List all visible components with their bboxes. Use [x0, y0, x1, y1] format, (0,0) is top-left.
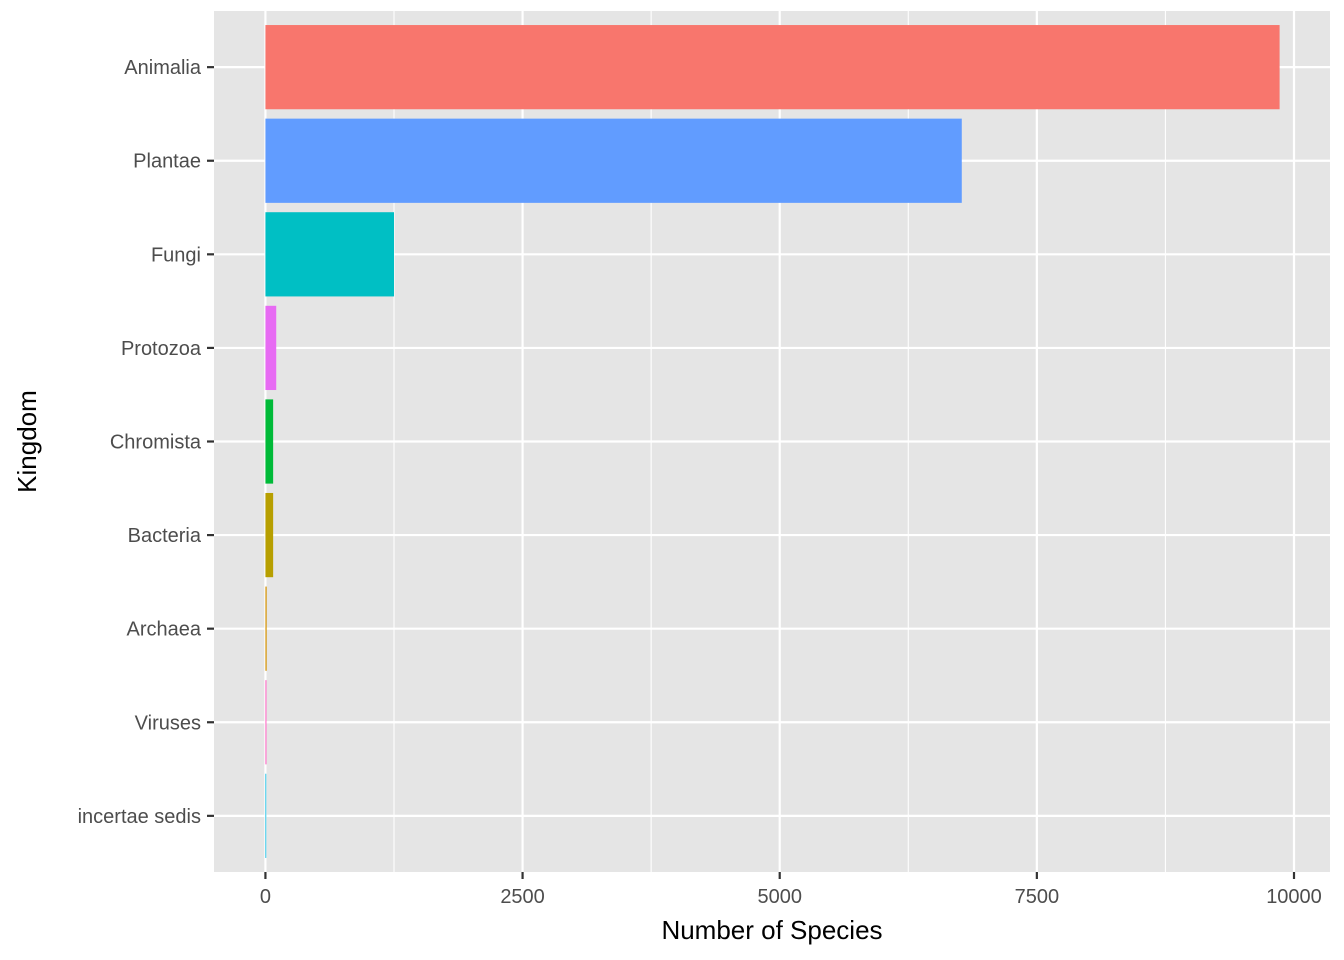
x-axis: 0 2500 5000 7500 10000 — [260, 872, 1322, 908]
bar-archaea — [265, 586, 267, 671]
bar-fungi — [265, 212, 394, 297]
bar-protozoa — [265, 305, 277, 391]
y-tick-label: Fungi — [151, 244, 201, 266]
y-tick-label: incertae sedis — [78, 806, 201, 828]
bar-bacteria — [265, 492, 274, 578]
bars — [265, 25, 1280, 858]
y-axis: Animalia Plantae Fungi Protozoa Chromista Bac… — [78, 57, 214, 828]
x-tick-label: 10000 — [1266, 886, 1322, 908]
y-tick-label: Animalia — [124, 57, 202, 79]
x-tick-label: 0 — [260, 886, 271, 908]
bar-viruses — [265, 680, 267, 765]
y-axis-title: Kingdom — [12, 390, 42, 493]
bar-incertae-sedis — [265, 773, 267, 858]
y-tick-label: Plantae — [133, 151, 201, 173]
bar-chromista — [265, 399, 274, 484]
y-tick-label: Viruses — [135, 712, 201, 734]
x-tick-label: 2500 — [500, 886, 545, 908]
bar-animalia — [265, 25, 1280, 110]
x-tick-label: 5000 — [757, 886, 802, 908]
y-tick-label: Archaea — [127, 619, 202, 641]
y-tick-label: Bacteria — [128, 525, 202, 547]
bar-plantae — [265, 118, 962, 203]
y-tick-label: Protozoa — [121, 338, 202, 360]
x-axis-title: Number of Species — [661, 915, 882, 945]
x-tick-label: 7500 — [1015, 886, 1060, 908]
y-tick-label: Chromista — [110, 432, 202, 454]
